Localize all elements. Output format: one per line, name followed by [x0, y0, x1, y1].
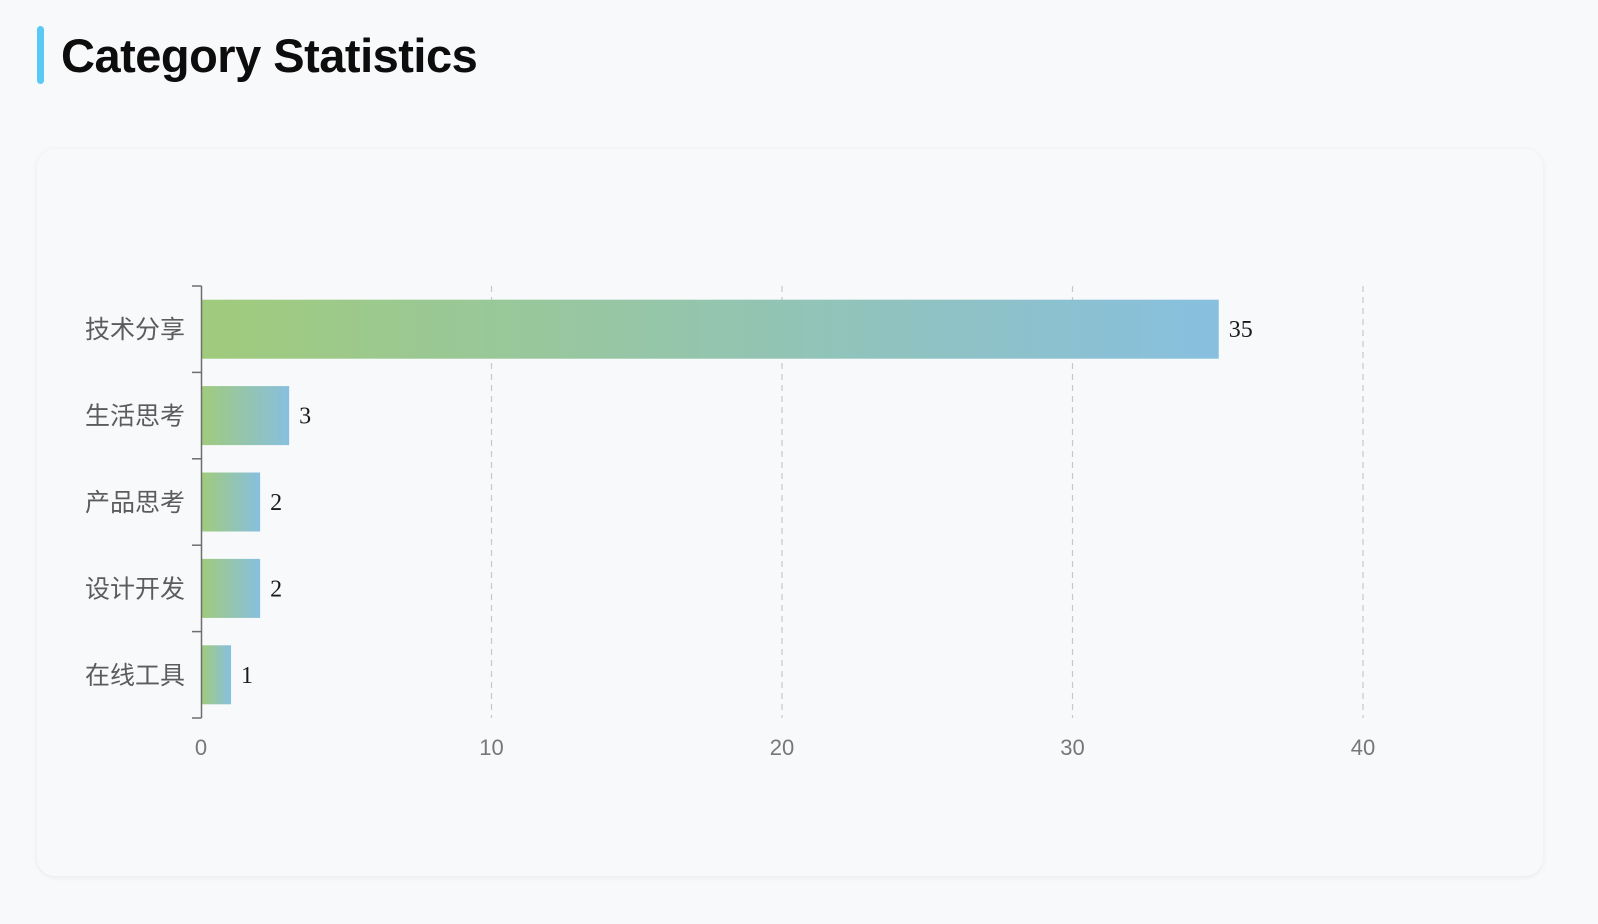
category-label: 在线工具	[85, 661, 185, 690]
bar-value-label: 1	[241, 663, 253, 689]
chart-card: 0 10 20 30 40 技术分享 35 生活思考 3 产品思考 2 设计开发 2 在线工具 1	[37, 149, 1543, 876]
bar	[202, 645, 232, 705]
x-tick-label: 0	[195, 735, 207, 760]
x-tick-label: 30	[1060, 735, 1084, 760]
x-tick-label: 20	[770, 735, 794, 760]
bar-value-label: 3	[299, 404, 311, 430]
page-title: Category Statistics	[61, 28, 478, 82]
category-label: 生活思考	[85, 402, 185, 431]
bar	[202, 558, 261, 618]
bar	[202, 472, 261, 532]
bar-value-label: 2	[270, 576, 282, 602]
bar-value-label: 35	[1229, 317, 1253, 343]
label-layer: 0 10 20 30 40 技术分享 35 生活思考 3 产品思考 2 设计开发 2 在线工具 1	[85, 315, 1375, 760]
axis-layer	[192, 285, 203, 719]
category-label: 产品思考	[85, 488, 185, 517]
category-label: 设计开发	[85, 574, 185, 603]
category-bar-chart: 0 10 20 30 40 技术分享 35 生活思考 3 产品思考 2 设计开发 2 在线工具 1	[85, 285, 1375, 760]
x-tick-label: 10	[479, 735, 503, 760]
category-label: 技术分享	[85, 315, 185, 344]
page-header: Category Statistics	[37, 26, 478, 84]
bar	[202, 299, 1219, 359]
title-accent-bar	[37, 26, 44, 84]
x-tick-label: 40	[1351, 735, 1375, 760]
bar	[202, 386, 290, 446]
bar-value-label: 2	[270, 490, 282, 516]
bar-layer	[202, 299, 1219, 705]
